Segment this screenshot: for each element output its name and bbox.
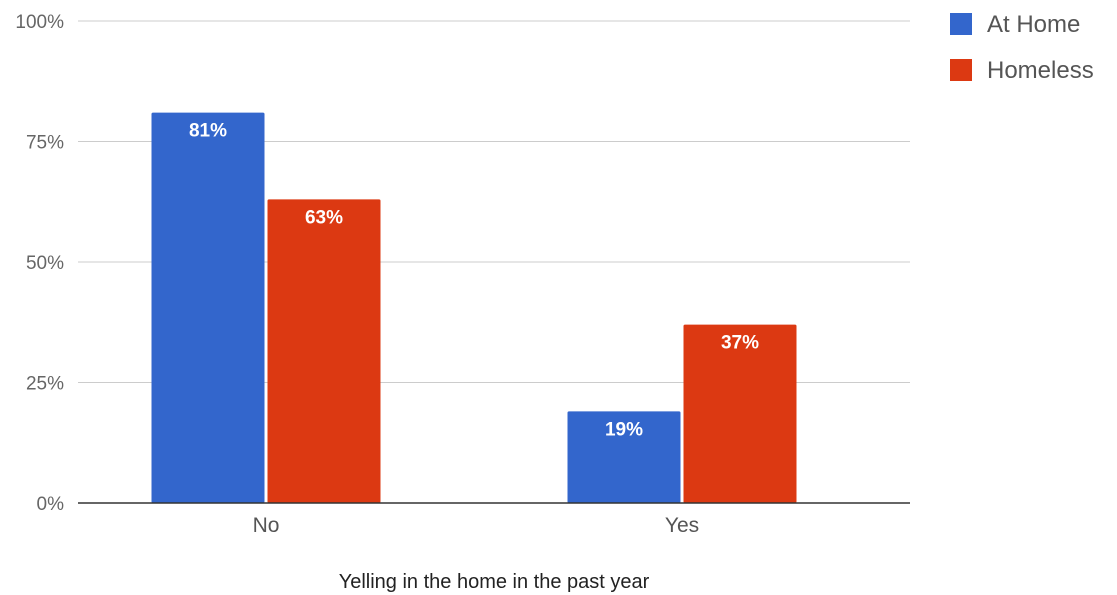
y-tick-label: 25% [26, 374, 64, 395]
data-label: 81% [189, 121, 227, 142]
bar-homeless-yes [683, 324, 797, 503]
legend: At Home Homeless [950, 11, 1094, 84]
y-tick-label: 50% [26, 253, 64, 274]
x-axis-categories: No Yes [253, 514, 700, 537]
y-tick-label: 100% [15, 12, 64, 33]
data-label: 63% [305, 207, 343, 228]
y-tick-label: 75% [26, 133, 64, 154]
y-tick-label: 0% [37, 494, 65, 515]
legend-swatch [950, 59, 972, 81]
bar-at-home-yes [567, 411, 681, 503]
y-axis-ticks: 0% 25% 50% 75% 100% [15, 12, 64, 515]
legend-swatch [950, 13, 972, 35]
bar-homeless-no [267, 199, 381, 503]
data-label: 19% [605, 419, 643, 440]
x-category-label: Yes [665, 514, 699, 537]
data-label: 37% [721, 333, 759, 354]
x-axis-title: Yelling in the home in the past year [339, 571, 650, 593]
legend-entry: At Home [987, 11, 1080, 38]
bars: 81% 63% 19% 37% [151, 112, 797, 503]
x-category-label: No [253, 514, 280, 537]
bar-at-home-no [151, 112, 265, 503]
legend-entry: Homeless [987, 57, 1094, 84]
